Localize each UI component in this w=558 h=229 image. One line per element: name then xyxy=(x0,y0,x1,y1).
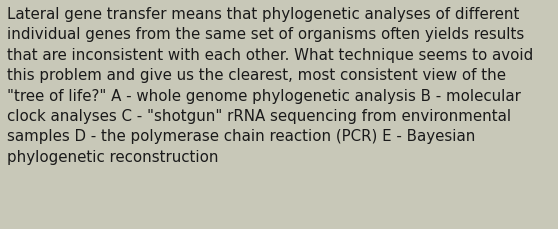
Text: Lateral gene transfer means that phylogenetic analyses of different
individual g: Lateral gene transfer means that phyloge… xyxy=(7,7,533,164)
